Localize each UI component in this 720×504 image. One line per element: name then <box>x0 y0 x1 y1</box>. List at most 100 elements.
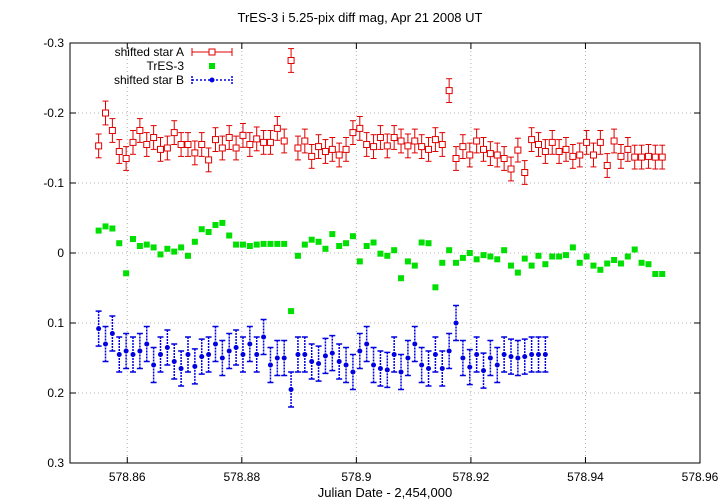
data-point <box>308 152 316 160</box>
y-tick-label: -0.1 <box>43 176 64 190</box>
data-point <box>500 155 508 162</box>
series-1 <box>95 219 666 315</box>
data-point <box>604 260 611 267</box>
data-point <box>439 259 446 266</box>
data-point <box>590 262 597 269</box>
data-point <box>329 350 335 356</box>
data-point <box>363 243 370 249</box>
data-point <box>480 252 487 259</box>
data-point <box>528 262 535 269</box>
legend-item-tres3: TrES-3 <box>146 59 215 73</box>
data-point <box>136 243 143 249</box>
data-point <box>239 131 247 139</box>
data-point <box>253 241 260 248</box>
data-point <box>624 145 632 153</box>
data-point <box>308 236 315 243</box>
data-point <box>199 354 205 360</box>
data-point <box>508 262 514 269</box>
legend-swatch-tres3 <box>209 63 215 69</box>
data-point <box>184 252 191 259</box>
data-point <box>391 247 398 254</box>
x-tick-label: 578.92 <box>453 470 490 484</box>
data-point <box>515 355 521 361</box>
data-point <box>631 153 639 161</box>
data-point <box>266 138 274 146</box>
x-axis-label: Julian Date - 2,454,000 <box>318 485 452 500</box>
data-point <box>95 227 102 234</box>
data-point <box>418 239 425 246</box>
data-point <box>583 253 590 260</box>
data-point <box>170 129 178 137</box>
x-tick-label: 578.96 <box>682 470 719 484</box>
data-point <box>529 352 535 357</box>
data-point <box>370 239 377 246</box>
data-point <box>205 229 212 235</box>
data-point <box>301 241 308 248</box>
data-point <box>322 245 329 252</box>
data-point <box>467 364 473 370</box>
data-point <box>171 359 177 364</box>
data-point <box>514 269 521 276</box>
data-point <box>398 275 405 282</box>
data-point <box>384 252 391 259</box>
data-point <box>426 366 432 371</box>
data-point <box>336 243 343 249</box>
data-point <box>178 244 185 251</box>
data-point <box>480 145 488 153</box>
legend-label-star-a: shifted star A <box>115 45 184 59</box>
data-point <box>280 137 288 145</box>
data-point <box>198 226 205 233</box>
data-point <box>335 151 343 159</box>
data-point <box>281 355 287 361</box>
data-point <box>474 352 480 357</box>
data-point <box>240 352 246 357</box>
data-point <box>102 223 109 230</box>
data-marks <box>95 48 666 408</box>
data-point <box>589 151 597 159</box>
data-point <box>508 354 514 360</box>
data-point <box>432 352 438 357</box>
data-point <box>521 255 528 262</box>
x-tick-label: 578.88 <box>223 470 260 484</box>
data-point <box>521 169 529 176</box>
data-point <box>418 143 426 151</box>
data-point <box>562 145 570 153</box>
data-point <box>349 129 357 137</box>
data-point <box>254 352 260 357</box>
data-point <box>232 144 240 152</box>
data-point <box>431 136 439 144</box>
data-point <box>109 225 116 232</box>
data-point <box>163 144 171 152</box>
data-point <box>267 240 274 247</box>
data-point <box>247 341 253 347</box>
data-point <box>226 348 232 354</box>
data-point <box>261 334 267 340</box>
data-point <box>137 348 143 354</box>
data-point <box>370 143 378 151</box>
data-point <box>309 359 315 364</box>
data-point <box>281 240 288 247</box>
data-point <box>212 341 218 347</box>
data-point <box>356 124 364 132</box>
legend-swatch-star-b <box>209 77 215 83</box>
x-tick-label: 578.94 <box>567 470 604 484</box>
data-point <box>253 135 261 143</box>
data-point <box>460 355 466 361</box>
data-point <box>494 256 501 263</box>
data-point <box>617 260 624 267</box>
data-point <box>624 253 631 260</box>
data-point <box>349 233 356 240</box>
chart-title: TrES-3 i 5.25-pix diff mag, Apr 21 2008 … <box>238 10 483 25</box>
data-point <box>171 248 178 255</box>
y-tick-label: -0.3 <box>43 36 64 50</box>
data-point <box>356 258 363 265</box>
y-tick-label: 0.1 <box>47 316 64 330</box>
legend-label-star-b: shifted star B <box>114 73 184 87</box>
legend: shifted star A TrES-3 shifted star B <box>114 45 233 87</box>
data-point <box>192 363 198 369</box>
data-point <box>542 261 549 268</box>
data-point <box>211 136 219 144</box>
legend-item-star-b: shifted star B <box>114 73 233 87</box>
data-point <box>610 137 618 145</box>
